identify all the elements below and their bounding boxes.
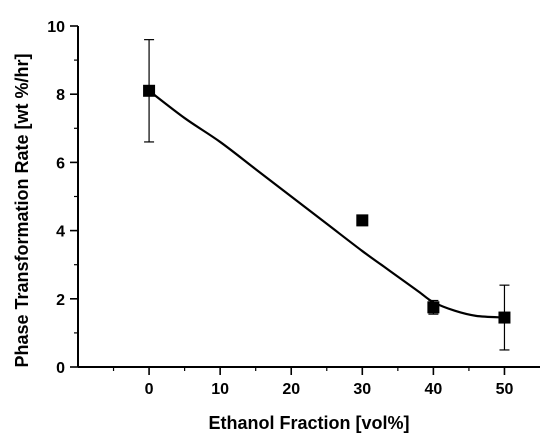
data-point bbox=[356, 214, 369, 227]
ticks-layer: 0 10 20 30 40 50 0 2 4 6 8 10 bbox=[47, 19, 513, 398]
y-tick-label: 8 bbox=[56, 87, 65, 104]
data-point bbox=[498, 311, 511, 324]
x-tick-label: 50 bbox=[496, 381, 514, 398]
y-tick-label: 4 bbox=[56, 224, 65, 241]
y-tick-label: 2 bbox=[56, 292, 65, 309]
fit-curve bbox=[148, 89, 505, 319]
fit-layer bbox=[148, 89, 505, 319]
x-tick-label: 20 bbox=[282, 381, 300, 398]
y-tick-label: 6 bbox=[56, 155, 65, 172]
x-axis-title: Ethanol Fraction [vol%] bbox=[208, 413, 409, 433]
x-tick-label: 10 bbox=[211, 381, 229, 398]
y-axis-title: Phase Transformation Rate [wt %/hr] bbox=[12, 53, 32, 367]
data-point bbox=[427, 301, 440, 314]
x-tick-label: 40 bbox=[424, 381, 442, 398]
x-tick-label: 30 bbox=[353, 381, 371, 398]
x-tick-label: 0 bbox=[145, 381, 154, 398]
points-layer bbox=[143, 39, 511, 351]
y-tick-label: 10 bbox=[47, 19, 65, 36]
data-point bbox=[143, 84, 156, 97]
y-tick-label: 0 bbox=[56, 360, 65, 377]
axes-layer bbox=[77, 26, 540, 368]
